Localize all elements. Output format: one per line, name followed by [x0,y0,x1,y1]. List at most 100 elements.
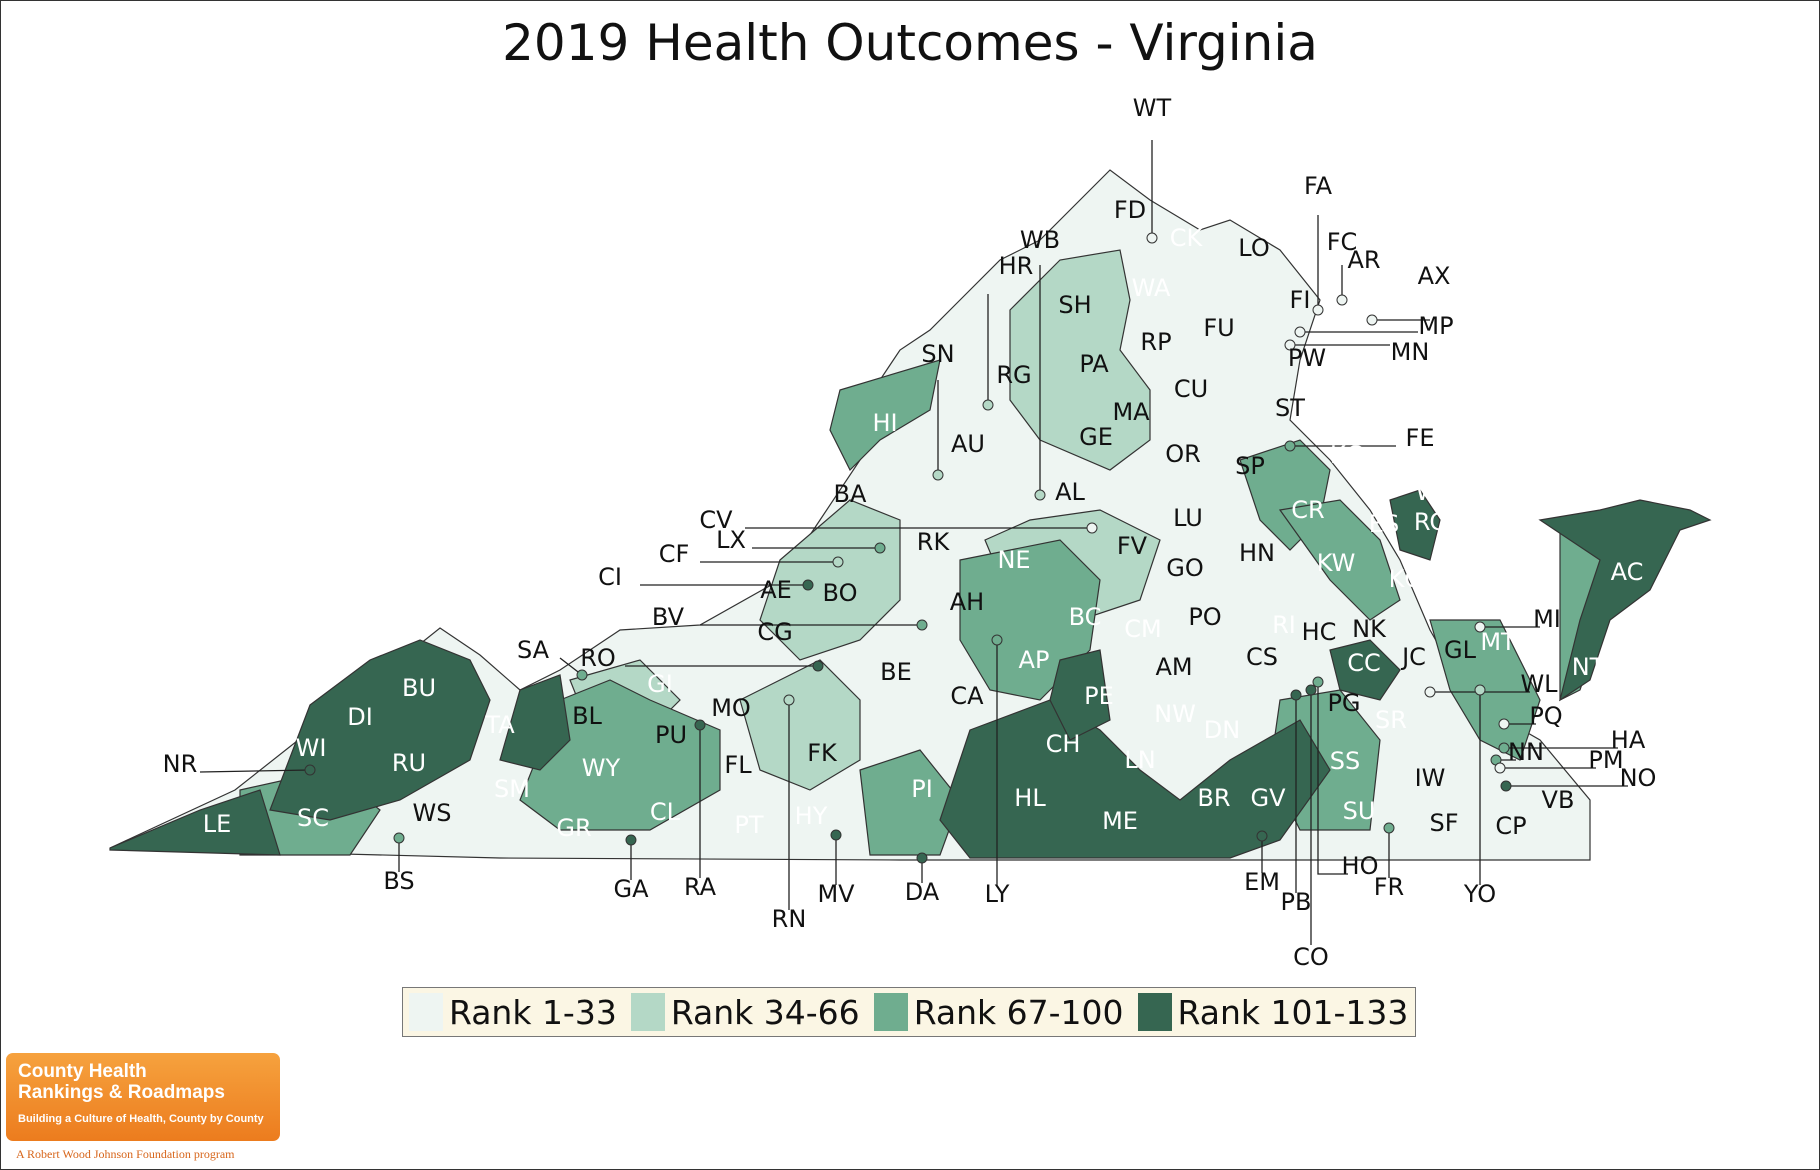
county-label-ro: RO [580,644,616,672]
county-label-ta: TA [484,711,515,739]
county-label-sh: SH [1058,291,1091,319]
county-label-ra: RA [684,873,717,901]
county-label-lu: LU [1173,504,1203,532]
county-marker-cv [1086,522,1098,534]
county-marker-wb [1034,489,1046,501]
leader-line-nr [199,769,311,773]
county-marker-ha [1498,742,1510,754]
county-label-rg: RG [996,361,1031,389]
county-label-ws: WS [413,799,452,827]
county-label-ga: GA [613,875,649,903]
county-marker-mp [1294,326,1306,338]
county-marker-ax [1366,314,1378,326]
county-region [759,499,901,661]
county-label-hc: HC [1302,618,1337,646]
county-label-gr: GR [556,814,591,842]
county-label-ca: CA [950,682,984,710]
county-label-wy: WY [582,754,621,782]
county-label-bu: BU [402,674,436,702]
county-label-ap: AP [1019,646,1050,674]
county-label-hy: HY [795,802,828,830]
county-label-ar: AR [1347,246,1380,274]
county-label-pu: PU [655,721,687,749]
county-label-cp: CP [1495,812,1526,840]
county-label-pe: PE [1084,682,1114,710]
county-label-ri: RI [1272,611,1296,639]
county-label-sc: SC [297,804,329,832]
county-label-ho: HO [1342,852,1379,880]
county-label-cl: CL [650,798,681,826]
county-label-cr: CR [1291,496,1324,524]
county-label-mn: MN [1391,338,1430,366]
county-marker-cf [832,556,844,568]
county-marker-ci [802,579,814,591]
county-marker-hr [982,399,994,411]
county-marker-fa [1312,304,1324,316]
county-label-hl: HL [1014,784,1046,812]
county-label-ci: CI [598,563,622,591]
county-region [1389,489,1441,561]
county-marker-ra [694,719,706,731]
county-label-au: AU [951,430,985,458]
county-marker-ho [1312,676,1324,688]
county-health-rankings-logo[interactable]: County Health Rankings & Roadmaps Buildi… [6,1053,280,1141]
county-label-bo: BO [823,579,858,607]
legend-label: Rank 1-33 [449,992,617,1032]
county-region [109,789,281,856]
county-label-sm: SM [494,775,530,803]
county-label-kg: KG [1330,441,1364,469]
county-marker-wl [1424,686,1436,698]
county-label-fu: FU [1203,314,1234,342]
county-label-fk: FK [807,739,838,767]
logo-subtitle: A Robert Wood Johnson Foundation program [16,1147,235,1161]
county-marker-lx [874,542,886,554]
county-marker-bs [393,832,405,844]
county-label-rc: RC [1414,508,1446,536]
county-label-ge: GE [1079,423,1113,451]
county-label-hi: HI [872,409,897,437]
county-label-fr: FR [1374,873,1404,901]
county-label-or: OR [1165,440,1201,468]
county-label-cf: CF [659,540,690,568]
county-label-me: ME [1102,807,1138,835]
county-label-al: AL [1055,478,1085,506]
county-label-rp: RP [1140,328,1171,356]
county-label-gv: GV [1250,784,1286,812]
county-label-we: WE [1416,478,1455,506]
county-marker-nr [304,764,316,776]
county-label-kw: KW [1317,549,1356,577]
county-label-pg: PG [1327,689,1360,717]
county-label-vb: VB [1542,786,1575,814]
county-label-fi: FI [1290,286,1311,314]
county-label-wl: WL [1520,670,1558,698]
legend-item-rank-101-133: Rank 101-133 [1137,993,1408,1032]
county-label-pm: PM [1588,746,1623,774]
county-label-ma: MA [1112,398,1150,426]
county-label-ru: RU [392,749,426,777]
county-label-ac: AC [1611,558,1644,586]
county-marker-yo [1474,684,1486,696]
county-region [1009,249,1151,471]
county-label-fe: FE [1406,424,1435,452]
county-label-ck: CK [1170,224,1204,252]
leader-lines [199,140,1628,945]
county-region [499,674,571,771]
county-label-kq: KQ [1389,565,1424,593]
legend-item-rank-1-33: Rank 1-33 [409,993,617,1032]
county-label-ch: CH [1046,730,1081,758]
county-label-nr: NR [163,750,198,778]
county-label-em: EM [1244,868,1280,896]
county-label-no: NO [1620,764,1657,792]
county-label-bs: BS [383,867,414,895]
county-marker-pq [1498,718,1510,730]
county-label-cm: CM [1124,615,1161,643]
county-marker-ly [991,634,1003,646]
county-label-bv: BV [652,603,685,631]
county-marker-wt [1146,232,1158,244]
county-label-le: LE [203,810,232,838]
county-label-pt: PT [734,811,763,839]
county-label-lo: LO [1238,234,1269,262]
county-label-wt: WT [1133,94,1172,122]
county-label-di: DI [347,703,373,731]
